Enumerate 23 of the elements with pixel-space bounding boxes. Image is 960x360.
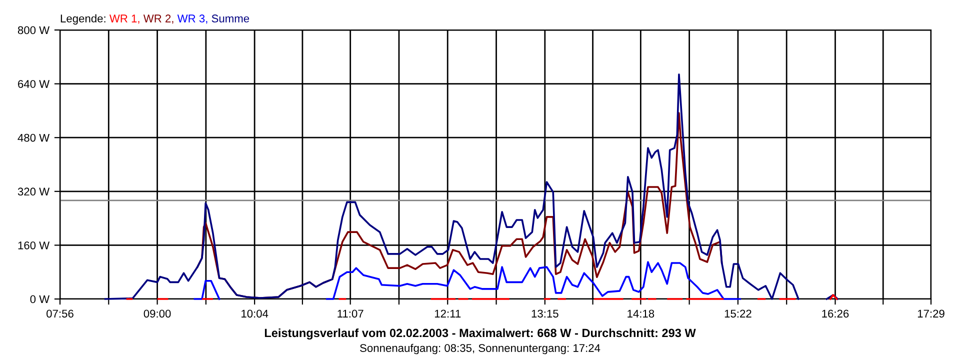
x-tick-label: 14:18	[628, 310, 654, 318]
x-tick-label: 12:11	[434, 310, 461, 318]
x-tick-label: 07:56	[46, 310, 74, 318]
x-tick-label: 15:22	[724, 310, 752, 318]
x-tick-label: 11:07	[338, 310, 364, 318]
text: Summe	[212, 14, 250, 22]
legend-title: Legende:	[60, 14, 106, 25]
text: Leistungsverlauf vom 02.02.2003 - Maximalwert: 668 W - Durchschnitt: 293 W	[264, 328, 696, 340]
y-tick-label: 640 W	[18, 80, 50, 88]
y-tick-label: 480 W	[18, 134, 50, 142]
x-tick-label: 17:29	[918, 310, 944, 318]
x-tick-label: 13:15	[532, 310, 558, 318]
x-tick-label: 09:00	[144, 310, 171, 318]
y-tick-label: 800 W	[18, 26, 50, 34]
x-tick-label: 16:26	[822, 310, 849, 318]
text: Sonnenaufgang: 08:35, Sonnenuntergang: 17:24	[360, 344, 600, 354]
y-tick-label: 320 W	[18, 188, 50, 196]
y-tick-label: 160 W	[18, 241, 50, 250]
y-tick-label: 0 W	[30, 295, 50, 304]
text: WR 1,	[109, 14, 140, 24]
text: WR 2,	[143, 14, 174, 24]
text: WR 3,	[177, 14, 208, 24]
x-tick-label: 10:04	[242, 310, 268, 318]
